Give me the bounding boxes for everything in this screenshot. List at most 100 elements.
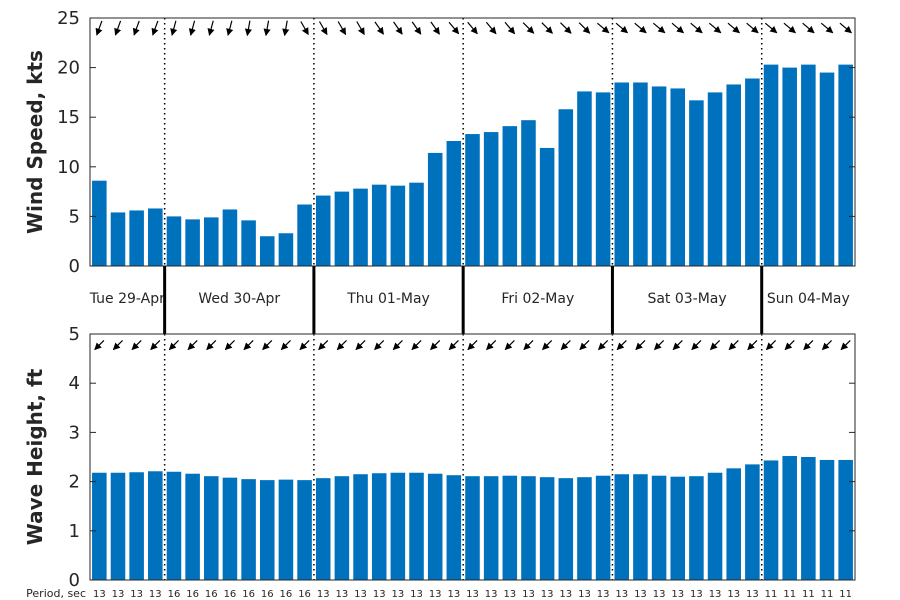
- day-label: Tue 29-Apr: [89, 291, 165, 307]
- axes-frame: [89, 17, 856, 267]
- direction-arrow: [523, 339, 534, 351]
- bar: [222, 209, 238, 266]
- direction-arrow: [616, 339, 627, 351]
- bar: [483, 476, 499, 580]
- direction-arrow: [114, 20, 122, 36]
- direction-arrow: [336, 339, 347, 351]
- bar: [689, 476, 704, 580]
- bar: [614, 82, 630, 266]
- direction-arrow: [392, 339, 403, 351]
- direction-arrow: [131, 339, 142, 351]
- period-value: 13: [559, 589, 572, 600]
- bar: [539, 147, 555, 266]
- period-value: 16: [205, 589, 218, 600]
- period-value: 13: [466, 589, 479, 600]
- direction-arrow: [486, 339, 497, 351]
- bar: [558, 478, 574, 580]
- direction-arrow: [485, 21, 497, 35]
- direction-arrow: [820, 22, 834, 34]
- direction-arrow: [168, 339, 179, 351]
- direction-arrow: [430, 21, 440, 35]
- direction-arrow: [299, 339, 310, 351]
- period-value: 13: [392, 589, 405, 600]
- y-tick-label: 20: [57, 58, 80, 79]
- period-value: 11: [821, 589, 834, 600]
- period-value: 16: [224, 589, 237, 600]
- period-value: 13: [653, 589, 666, 600]
- bar: [241, 479, 256, 580]
- bar: [838, 64, 853, 267]
- bar: [278, 479, 294, 580]
- direction-arrow: [522, 22, 535, 34]
- direction-arrow: [840, 339, 851, 351]
- bar: [465, 134, 480, 266]
- direction-arrow: [95, 20, 103, 36]
- bar: [315, 478, 331, 580]
- direction-arrow: [393, 21, 403, 35]
- period-value: 13: [709, 589, 722, 600]
- bar: [707, 92, 723, 267]
- y-tick-label: 15: [57, 107, 80, 128]
- period-value: 13: [373, 589, 386, 600]
- bar: [315, 195, 331, 266]
- direction-arrow: [150, 339, 161, 351]
- direction-arrow: [318, 339, 329, 351]
- period-value: 13: [149, 589, 162, 600]
- period-value: 16: [298, 589, 311, 600]
- direction-arrow: [560, 22, 572, 34]
- period-value: 16: [242, 589, 255, 600]
- bar: [670, 88, 686, 267]
- direction-arrow: [821, 339, 833, 351]
- period-value: 11: [783, 589, 796, 600]
- bar: [745, 78, 760, 266]
- bar: [726, 84, 741, 267]
- direction-arrow: [579, 339, 590, 351]
- bar: [390, 472, 406, 580]
- wave-height-panel: 0 1 2 3 4 5 Wave Height, ft: [23, 324, 856, 591]
- bar: [763, 64, 779, 267]
- direction-arrow: [747, 339, 758, 351]
- bar: [558, 109, 574, 266]
- direction-arrow: [282, 20, 290, 37]
- axes-frame: [89, 333, 856, 581]
- direction-arrow: [784, 339, 795, 351]
- bar: [353, 188, 368, 266]
- bar: [278, 233, 294, 266]
- bar: [92, 472, 107, 580]
- bar: [595, 475, 611, 580]
- direction-arrow: [280, 339, 291, 351]
- y-axis-label: Wind Speed, kts: [23, 50, 47, 234]
- direction-arrow: [430, 339, 441, 351]
- direction-arrow: [746, 22, 759, 34]
- bar: [745, 464, 760, 580]
- period-value: 13: [93, 589, 106, 600]
- period-value: 13: [410, 589, 423, 600]
- direction-arrow: [151, 20, 159, 36]
- bar: [726, 468, 741, 580]
- direction-arrow: [318, 21, 328, 36]
- period-value: 13: [429, 589, 442, 600]
- direction-arrow: [634, 22, 647, 34]
- bar: [92, 180, 107, 266]
- bar: [222, 477, 238, 580]
- direction-arrow: [541, 22, 553, 34]
- direction-arrow: [226, 20, 234, 36]
- y-tick-label: 25: [57, 8, 80, 29]
- bar: [409, 182, 424, 266]
- day-label: Wed 30-Apr: [198, 291, 280, 307]
- period-value: 13: [690, 589, 703, 600]
- wind-speed-panel: 0 5 10 15 20 25 Wind Speed, kts: [23, 8, 856, 277]
- bar: [689, 100, 704, 266]
- bar: [819, 459, 835, 580]
- bar: [595, 92, 611, 267]
- bar: [129, 210, 144, 266]
- period-value: 13: [634, 589, 647, 600]
- bar: [838, 459, 853, 580]
- direction-arrow: [504, 339, 515, 351]
- bar: [782, 67, 797, 266]
- bar: [371, 184, 387, 266]
- direction-arrow: [596, 22, 610, 34]
- bar: [633, 82, 648, 266]
- direction-arrow: [300, 21, 309, 36]
